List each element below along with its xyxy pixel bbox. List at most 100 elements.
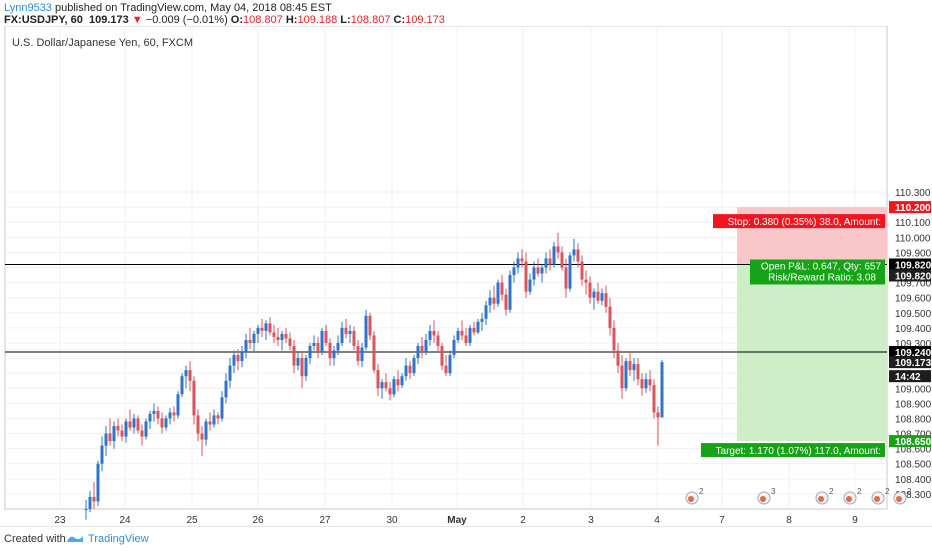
candle-body xyxy=(152,410,156,414)
candle xyxy=(252,330,256,353)
candle-body xyxy=(584,279,588,283)
candle xyxy=(660,359,664,418)
candle xyxy=(480,312,484,331)
price-flag: 108.650 xyxy=(895,437,932,448)
author-link[interactable]: Lynn9533 xyxy=(4,2,52,14)
candle xyxy=(204,418,208,446)
candle-body xyxy=(380,382,384,389)
price-axis[interactable]: 108.300 108.400 108.500 108.600 108.700 108.8… xyxy=(889,188,932,501)
chart-header: Lynn9533 published on TradingView.com, M… xyxy=(0,0,932,26)
candle-body xyxy=(344,327,348,334)
candle-body xyxy=(408,365,412,374)
candle-body xyxy=(656,412,660,418)
candle-body xyxy=(484,305,488,319)
time-tick-label: 30 xyxy=(386,515,398,526)
candle xyxy=(596,282,600,304)
candle xyxy=(456,327,460,343)
candle xyxy=(304,355,308,381)
candle-body xyxy=(512,267,516,276)
candle xyxy=(372,330,376,374)
candle-body xyxy=(612,327,616,351)
candle-body xyxy=(540,267,544,274)
candle xyxy=(644,373,648,393)
candle-body xyxy=(488,297,492,306)
event-count: 3 xyxy=(771,487,776,496)
last-price: 109.173 xyxy=(89,14,129,26)
candle-body xyxy=(280,333,284,340)
candle-body xyxy=(524,261,528,292)
candle xyxy=(464,327,468,346)
candle xyxy=(148,410,152,430)
candle xyxy=(624,358,628,392)
candle xyxy=(520,249,524,268)
candle-body xyxy=(404,365,408,377)
price-tick-label: 108.300 xyxy=(895,490,932,501)
candle xyxy=(104,425,108,457)
symbol-label: FX:USDJPY, 60 xyxy=(4,14,83,26)
price-tick-label: 109.900 xyxy=(895,248,932,259)
candle xyxy=(264,320,268,340)
time-tick-label: 23 xyxy=(54,515,66,526)
candle xyxy=(544,252,548,274)
candle xyxy=(244,333,248,359)
price-flag-bg xyxy=(889,201,931,214)
candle xyxy=(552,241,556,268)
candle-body xyxy=(236,355,240,362)
candle-body xyxy=(608,306,612,328)
time-tick-label: 27 xyxy=(319,515,331,526)
target-label-text: Target: 1.170 (1.07%) 117.0, Amount: xyxy=(716,446,881,457)
candle xyxy=(432,320,436,343)
candle-body xyxy=(360,347,364,362)
candle-body xyxy=(652,385,656,413)
candle xyxy=(416,342,420,365)
candle xyxy=(292,339,296,374)
position-zones xyxy=(737,207,887,442)
event-flag-dot xyxy=(760,496,766,502)
candle xyxy=(524,252,528,298)
candle-body xyxy=(420,345,424,353)
candle-body xyxy=(88,496,92,509)
candle-body xyxy=(640,379,644,389)
candle xyxy=(92,481,96,509)
event-flag-dot xyxy=(896,496,902,502)
target-label-bg xyxy=(701,443,885,458)
candle-body xyxy=(116,425,120,431)
price-flag-bg xyxy=(889,356,931,369)
chart-title: U.S. Dollar/Japanese Yen, 60, FXCM xyxy=(12,37,193,49)
candle xyxy=(240,345,244,368)
high-value: 109.188 xyxy=(297,14,338,26)
candle xyxy=(340,321,344,346)
candle xyxy=(184,365,188,389)
price-flag: 109.820 xyxy=(895,260,932,271)
candle-body xyxy=(468,327,472,343)
candle-body xyxy=(424,339,428,353)
candle-body xyxy=(472,327,476,333)
candle-body xyxy=(436,335,440,346)
price-chart[interactable]: Stop: 0.380 (0.35%) 38.0, Amount: Open P&… xyxy=(0,26,932,526)
candle-body xyxy=(576,249,580,262)
candle-body xyxy=(304,358,308,377)
candle-body xyxy=(332,350,336,359)
tradingview-brand[interactable]: TradingView xyxy=(88,533,149,545)
candle xyxy=(392,376,396,398)
candle-body xyxy=(600,293,604,301)
time-tick-label: 4 xyxy=(654,515,660,526)
time-tick-label: 8 xyxy=(786,515,792,526)
footer: Created with TradingView xyxy=(0,526,932,551)
target-label: Target: 1.170 (1.07%) 117.0, Amount: xyxy=(701,443,885,458)
candle-body xyxy=(320,330,324,353)
candle xyxy=(548,249,552,271)
candle-body xyxy=(120,430,124,437)
high-label: H: xyxy=(285,14,298,26)
price-flag-bg xyxy=(889,346,931,359)
candle xyxy=(532,261,536,286)
candle xyxy=(592,288,596,310)
time-axis[interactable]: 23 24 25 26 27 30 May 2 3 4 7 8 9 xyxy=(54,515,858,526)
candle xyxy=(472,321,476,336)
price-tick-label: 108.700 xyxy=(895,430,932,441)
candle xyxy=(356,339,360,366)
candle-body xyxy=(392,379,396,395)
time-tick-label: May xyxy=(447,515,467,526)
published-text: published on TradingView.com, May 04, 20… xyxy=(54,2,332,14)
candle xyxy=(84,499,88,520)
